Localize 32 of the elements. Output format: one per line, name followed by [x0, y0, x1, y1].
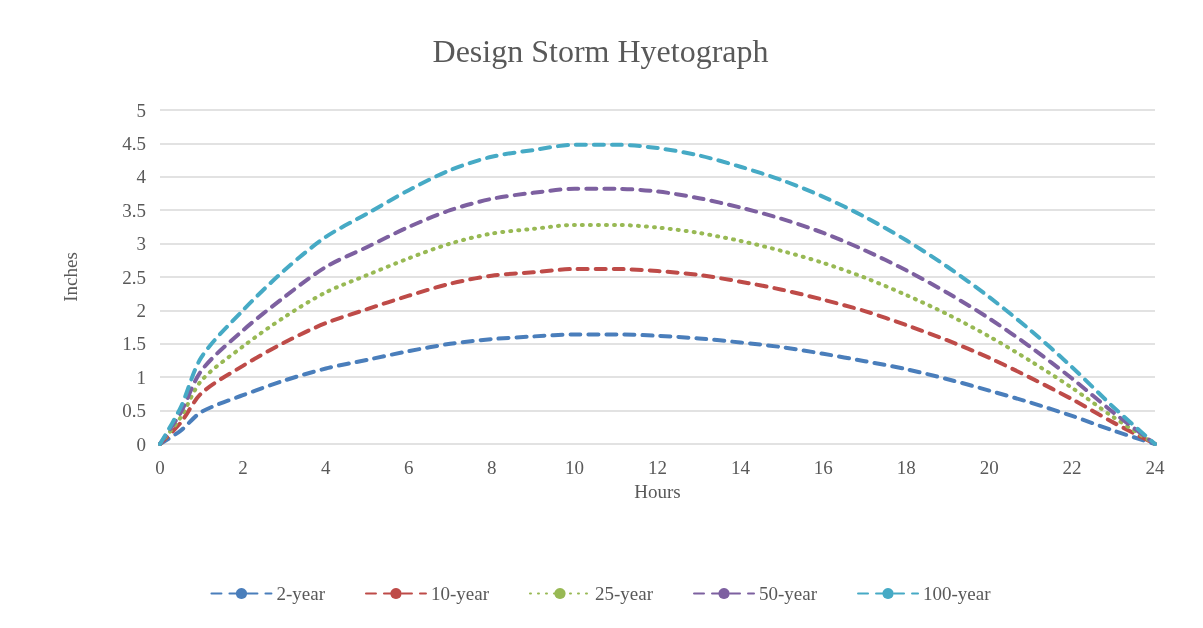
y-tick-label: 4.5: [122, 132, 146, 154]
x-tick-label: 24: [1145, 457, 1165, 478]
y-tick-label: 1: [136, 366, 146, 388]
x-axis-title: Hours: [634, 481, 681, 502]
x-tick-label: 4: [321, 457, 332, 478]
x-tick-label: 12: [648, 457, 667, 478]
x-tick-label: 22: [1062, 457, 1082, 478]
y-tick-label: 5: [136, 99, 146, 121]
x-tick-label: 10: [565, 457, 585, 478]
x-tick-label: 6: [404, 457, 414, 478]
y-tick-label: 4: [136, 166, 147, 188]
y-tick-label: 1.5: [122, 333, 146, 355]
x-tick-label: 16: [813, 457, 833, 478]
y-tick-label: 3: [136, 233, 146, 255]
chart-title: Design Storm Hyetograph: [432, 33, 769, 69]
x-tick-label: 14: [730, 457, 751, 478]
y-tick-label: 2.5: [122, 266, 146, 288]
legend-label: 25-year: [594, 583, 654, 604]
legend-label: 50-year: [759, 583, 818, 604]
legend-label: 2-year: [276, 583, 326, 604]
legend-label: 100-year: [923, 583, 992, 604]
x-tick-label: 0: [155, 457, 165, 478]
legend-label: 10-year: [430, 583, 490, 604]
y-tick-label: 0: [136, 433, 146, 455]
y-tick-label: 0.5: [122, 400, 146, 422]
x-tick-label: 18: [896, 457, 916, 478]
y-tick-label: 2: [136, 299, 146, 321]
x-tick-label: 8: [486, 457, 497, 478]
y-axis-title: Inches: [60, 252, 81, 302]
x-tick-label: 2: [238, 457, 248, 478]
y-tick-label: 3.5: [122, 199, 146, 221]
x-tick-label: 20: [979, 457, 999, 478]
